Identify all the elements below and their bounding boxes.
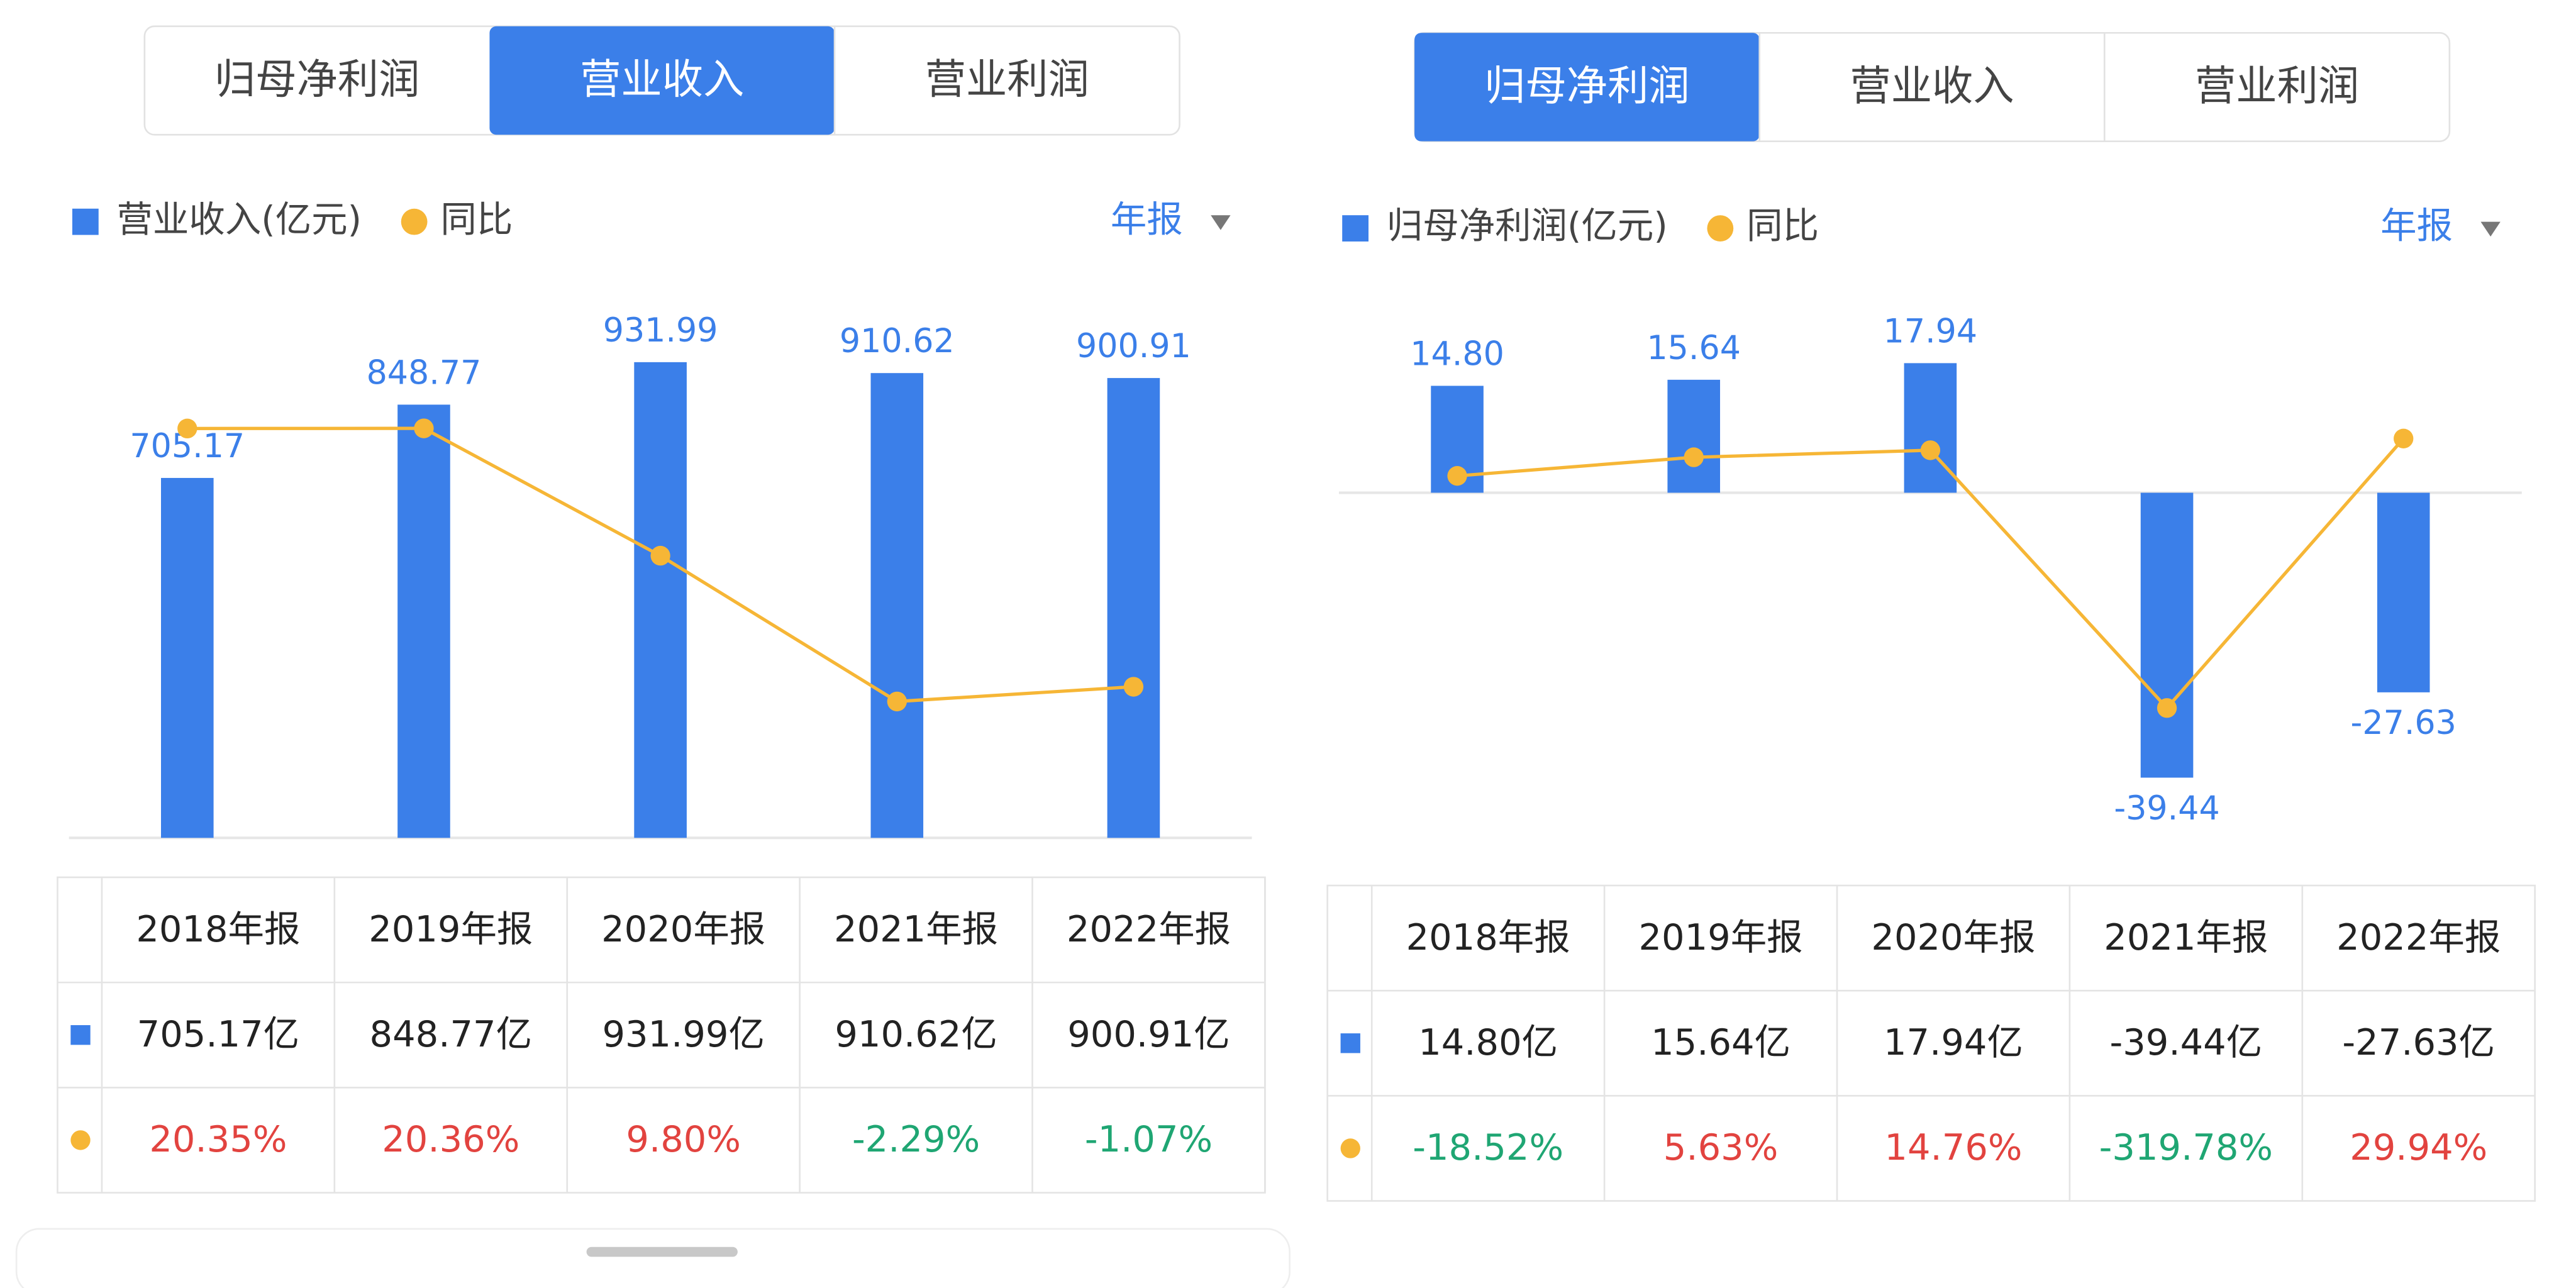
table-cell: 15.64亿	[1651, 1021, 1790, 1063]
table-cell: -1.07%	[1085, 1118, 1213, 1160]
tab-label[interactable]: 营业收入	[1850, 62, 2014, 110]
dropdown-arrow[interactable]	[2480, 221, 2501, 237]
tab-active[interactable]	[489, 26, 835, 135]
legend-swatch	[72, 208, 99, 235]
data-label: -39.44	[2114, 790, 2219, 828]
table-header: 2019年报	[1639, 916, 1803, 958]
bar	[1107, 378, 1160, 838]
tab-label[interactable]: 营业收入	[580, 56, 744, 104]
tab-label[interactable]: 营业利润	[2195, 62, 2359, 110]
table-cell: 848.77亿	[370, 1013, 532, 1055]
table-header: 2020年报	[1871, 916, 2035, 958]
bar	[2377, 492, 2430, 692]
table-header: 2019年报	[369, 908, 533, 950]
table-header: 2021年报	[2104, 916, 2268, 958]
table-cell: 5.63%	[1663, 1126, 1779, 1169]
table-cell: 14.80亿	[1418, 1021, 1558, 1063]
line-point	[1920, 440, 1941, 460]
legend-label: 同比	[440, 198, 513, 240]
table-cell: 9.80%	[626, 1118, 741, 1160]
period-selector[interactable]: 年报	[1111, 198, 1183, 240]
data-label: 848.77	[367, 354, 482, 392]
table-header: 2020年报	[601, 908, 765, 950]
line-point	[414, 418, 434, 438]
table-cell: -27.63亿	[2342, 1021, 2495, 1063]
table	[57, 876, 1266, 1194]
table-cell: 20.35%	[149, 1118, 287, 1160]
table-cell: -319.78%	[2099, 1126, 2273, 1169]
row-icon	[70, 1130, 91, 1150]
table-cell: 931.99亿	[602, 1013, 764, 1055]
bar	[161, 477, 214, 838]
table-cell: -2.29%	[852, 1118, 980, 1160]
bar	[2140, 492, 2194, 778]
data-label: 931.99	[603, 312, 718, 350]
data-label: 14.80	[1410, 335, 1504, 373]
table-cell: -18.52%	[1413, 1126, 1563, 1169]
tab-label[interactable]: 归母净利润	[1484, 62, 1690, 110]
bar	[397, 404, 450, 838]
line-point	[650, 545, 670, 566]
period-selector[interactable]: 年报	[2380, 205, 2453, 247]
line-point	[887, 691, 907, 712]
table-header: 2021年报	[834, 908, 998, 950]
line-point	[1123, 677, 1144, 697]
row-icon	[70, 1025, 91, 1045]
sheet-handle[interactable]	[586, 1246, 738, 1257]
line-point	[177, 418, 197, 439]
row-icon	[1340, 1138, 1360, 1158]
data-label: 900.91	[1076, 328, 1191, 365]
table-cell: 20.36%	[382, 1118, 519, 1160]
table-cell: 900.91亿	[1067, 1013, 1230, 1055]
legend-label: 营业收入(亿元)	[116, 198, 362, 240]
data-label: 910.62	[840, 323, 955, 360]
data-label: -27.63	[2351, 704, 2457, 742]
line-point	[2157, 698, 2177, 718]
dropdown-arrow[interactable]	[1211, 215, 1231, 230]
table-cell: 705.17亿	[137, 1013, 299, 1055]
table-header: 2022年报	[2336, 916, 2501, 958]
data-label: 15.64	[1646, 330, 1741, 367]
bar	[870, 373, 924, 838]
line-point	[2394, 428, 2414, 448]
table-cell: 17.94亿	[1884, 1021, 2023, 1063]
table-header: 2018年报	[136, 908, 300, 950]
table-cell: -39.44亿	[2110, 1021, 2263, 1063]
table-header: 2022年报	[1067, 908, 1231, 950]
legend-swatch	[401, 208, 428, 235]
line-point	[1684, 447, 1704, 467]
tab-label[interactable]: 营业利润	[925, 56, 1089, 104]
line-point	[1447, 466, 1467, 486]
tab-active[interactable]	[1414, 33, 1760, 142]
table-cell: 29.94%	[2350, 1126, 2487, 1169]
bar	[1904, 363, 1957, 493]
table-cell: 910.62亿	[835, 1013, 997, 1055]
data-label: 17.94	[1884, 313, 1978, 350]
legend-swatch	[1707, 215, 1734, 242]
row-icon	[1340, 1033, 1360, 1053]
bar	[1667, 379, 1721, 493]
table	[1326, 884, 2536, 1202]
bottom-sheet	[15, 1228, 1291, 1288]
table-header: 2018年报	[1406, 916, 1570, 958]
bar	[634, 362, 687, 838]
legend-swatch	[1342, 215, 1368, 242]
legend-label: 归母净利润(亿元)	[1387, 205, 1668, 247]
table-cell: 14.76%	[1884, 1126, 2022, 1169]
legend-label: 同比	[1746, 205, 1819, 247]
tab-label[interactable]: 归母净利润	[214, 56, 420, 104]
